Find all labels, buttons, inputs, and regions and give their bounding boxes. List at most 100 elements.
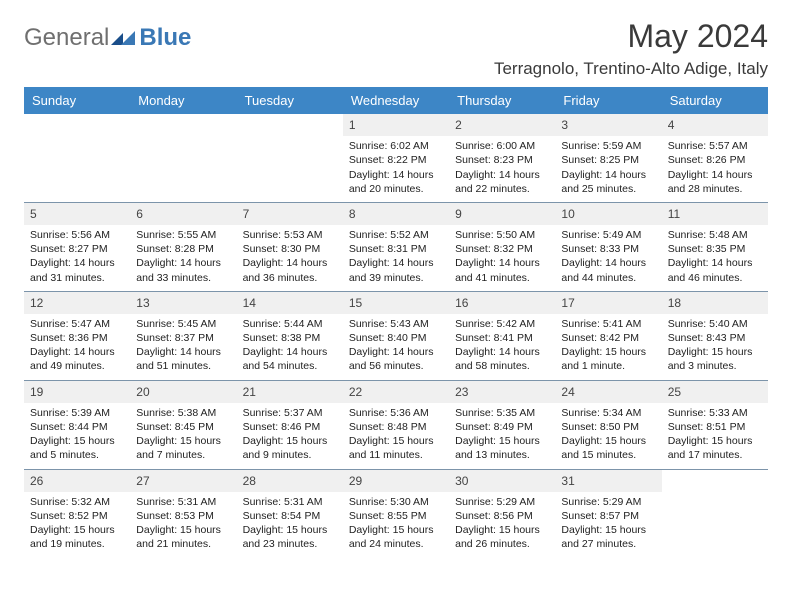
sunrise-line: Sunrise: 5:30 AM [349, 495, 443, 509]
header: General Blue May 2024 Terragnolo, Trenti… [24, 18, 768, 79]
sunset-line: Sunset: 8:22 PM [349, 153, 443, 167]
daylight-line: Daylight: 14 hours and 41 minutes. [455, 256, 549, 284]
sunrise-line: Sunrise: 5:38 AM [136, 406, 230, 420]
sunrise-line: Sunrise: 5:53 AM [243, 228, 337, 242]
day-cell: 22 Sunrise: 5:36 AMSunset: 8:48 PMDayligh… [343, 381, 449, 469]
sunset-line: Sunset: 8:37 PM [136, 331, 230, 345]
daylight-line: Daylight: 14 hours and 33 minutes. [136, 256, 230, 284]
month-title: May 2024 [494, 18, 768, 55]
sunset-line: Sunset: 8:50 PM [561, 420, 655, 434]
sunrise-line: Sunrise: 5:57 AM [668, 139, 762, 153]
daylight-line: Daylight: 14 hours and 20 minutes. [349, 168, 443, 196]
day-number: 7 [237, 203, 343, 225]
daylight-line: Daylight: 15 hours and 3 minutes. [668, 345, 762, 373]
sunrise-line: Sunrise: 5:45 AM [136, 317, 230, 331]
sunrise-line: Sunrise: 5:48 AM [668, 228, 762, 242]
daylight-line: Daylight: 15 hours and 7 minutes. [136, 434, 230, 462]
sunrise-line: Sunrise: 5:33 AM [668, 406, 762, 420]
sunrise-line: Sunrise: 5:42 AM [455, 317, 549, 331]
sunrise-line: Sunrise: 5:44 AM [243, 317, 337, 331]
calendar: SundayMondayTuesdayWednesdayThursdayFrid… [24, 87, 768, 557]
weekday-header: Saturday [662, 87, 768, 114]
sunset-line: Sunset: 8:33 PM [561, 242, 655, 256]
daylight-line: Daylight: 15 hours and 1 minute. [561, 345, 655, 373]
sunset-line: Sunset: 8:31 PM [349, 242, 443, 256]
brand-mark-icon [111, 27, 137, 45]
day-cell: 14Sunrise: 5:44 AMSunset: 8:38 PMDayligh… [237, 292, 343, 380]
day-cell: 12Sunrise: 5:47 AMSunset: 8:36 PMDayligh… [24, 292, 130, 380]
day-cell: . [24, 114, 130, 202]
daylight-line: Daylight: 15 hours and 13 minutes. [455, 434, 549, 462]
daylight-line: Daylight: 14 hours and 51 minutes. [136, 345, 230, 373]
day-number: 8 [343, 203, 449, 225]
day-number: 15 [343, 292, 449, 314]
daylight-line: Daylight: 15 hours and 24 minutes. [349, 523, 443, 551]
sunrise-line: Sunrise: 5:56 AM [30, 228, 124, 242]
sunset-line: Sunset: 8:36 PM [30, 331, 124, 345]
sunset-line: Sunset: 8:52 PM [30, 509, 124, 523]
day-number: 19 [24, 381, 130, 403]
sunset-line: Sunset: 8:28 PM [136, 242, 230, 256]
day-cell: 25Sunrise: 5:33 AMSunset: 8:51 PMDayligh… [662, 381, 768, 469]
daylight-line: Daylight: 14 hours and 39 minutes. [349, 256, 443, 284]
title-block: May 2024 Terragnolo, Trentino-Alto Adige… [494, 18, 768, 79]
daylight-line: Daylight: 15 hours and 5 minutes. [30, 434, 124, 462]
sunrise-line: Sunrise: 5:41 AM [561, 317, 655, 331]
sunrise-line: Sunrise: 5:47 AM [30, 317, 124, 331]
daylight-line: Daylight: 14 hours and 44 minutes. [561, 256, 655, 284]
day-cell: 7Sunrise: 5:53 AMSunset: 8:30 PMDaylight… [237, 203, 343, 291]
day-number: . [237, 114, 343, 136]
sunset-line: Sunset: 8:38 PM [243, 331, 337, 345]
day-cell: 23Sunrise: 5:35 AMSunset: 8:49 PMDayligh… [449, 381, 555, 469]
day-number: 10 [555, 203, 661, 225]
day-cell: 16Sunrise: 5:42 AMSunset: 8:41 PMDayligh… [449, 292, 555, 380]
daylight-line: Daylight: 14 hours and 25 minutes. [561, 168, 655, 196]
weekday-header: Tuesday [237, 87, 343, 114]
weekday-header: Friday [555, 87, 661, 114]
day-cell: 27Sunrise: 5:31 AMSunset: 8:53 PMDayligh… [130, 470, 236, 558]
day-number: 21 [237, 381, 343, 403]
daylight-line: Daylight: 15 hours and 23 minutes. [243, 523, 337, 551]
sunrise-line: Sunrise: 5:52 AM [349, 228, 443, 242]
day-number: 29 [343, 470, 449, 492]
sunset-line: Sunset: 8:26 PM [668, 153, 762, 167]
daylight-line: Daylight: 15 hours and 11 minutes. [349, 434, 443, 462]
sunset-line: Sunset: 8:42 PM [561, 331, 655, 345]
day-number: 22 [343, 381, 449, 403]
sunset-line: Sunset: 8:56 PM [455, 509, 549, 523]
sunset-line: Sunset: 8:55 PM [349, 509, 443, 523]
day-cell: . [237, 114, 343, 202]
sunset-line: Sunset: 8:40 PM [349, 331, 443, 345]
day-cell: 21Sunrise: 5:37 AMSunset: 8:46 PMDayligh… [237, 381, 343, 469]
sunrise-line: Sunrise: 5:31 AM [136, 495, 230, 509]
day-cell: 9Sunrise: 5:50 AMSunset: 8:32 PMDaylight… [449, 203, 555, 291]
sunset-line: Sunset: 8:49 PM [455, 420, 549, 434]
day-number: 20 [130, 381, 236, 403]
day-number: 23 [449, 381, 555, 403]
weekday-header-row: SundayMondayTuesdayWednesdayThursdayFrid… [24, 87, 768, 114]
sunset-line: Sunset: 8:23 PM [455, 153, 549, 167]
daylight-line: Daylight: 14 hours and 22 minutes. [455, 168, 549, 196]
daylight-line: Daylight: 14 hours and 49 minutes. [30, 345, 124, 373]
week-row: 26Sunrise: 5:32 AMSunset: 8:52 PMDayligh… [24, 469, 768, 558]
day-number: . [662, 470, 768, 492]
day-number: 2 [449, 114, 555, 136]
sunset-line: Sunset: 8:45 PM [136, 420, 230, 434]
sunset-line: Sunset: 8:35 PM [668, 242, 762, 256]
daylight-line: Daylight: 14 hours and 58 minutes. [455, 345, 549, 373]
sunrise-line: Sunrise: 5:36 AM [349, 406, 443, 420]
day-number: 25 [662, 381, 768, 403]
sunset-line: Sunset: 8:48 PM [349, 420, 443, 434]
day-cell: . [130, 114, 236, 202]
sunrise-line: Sunrise: 5:29 AM [561, 495, 655, 509]
sunset-line: Sunset: 8:57 PM [561, 509, 655, 523]
day-number: 31 [555, 470, 661, 492]
sunrise-line: Sunrise: 5:29 AM [455, 495, 549, 509]
sunrise-line: Sunrise: 6:00 AM [455, 139, 549, 153]
day-number: 30 [449, 470, 555, 492]
weekday-header: Thursday [449, 87, 555, 114]
day-number: . [24, 114, 130, 136]
sunrise-line: Sunrise: 5:59 AM [561, 139, 655, 153]
day-number: 3 [555, 114, 661, 136]
day-cell: 1Sunrise: 6:02 AMSunset: 8:22 PMDaylight… [343, 114, 449, 202]
